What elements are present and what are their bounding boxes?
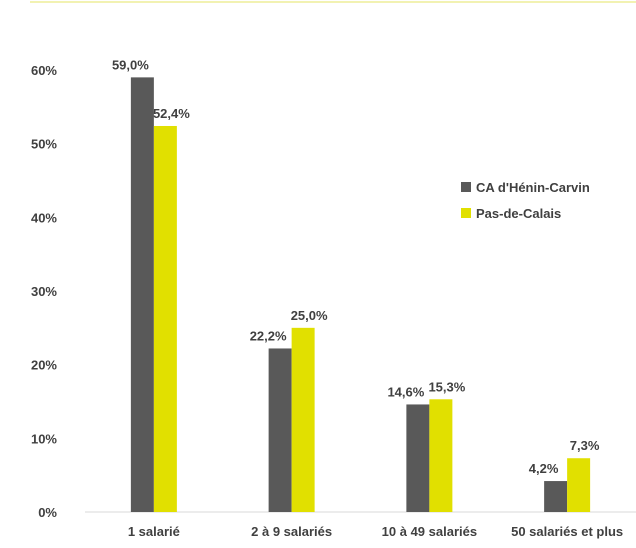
data-label: 25,0% [291,308,328,323]
bar-pdc [291,327,315,512]
y-tick-label: 40% [31,210,57,225]
x-tick-label: 2 à 9 salariés [251,524,332,539]
bar-pdc [567,458,591,512]
x-tick-label: 50 salariés et plus [511,524,623,539]
x-tick-label: 10 à 49 salariés [382,524,477,539]
data-labels: 59,0% 52,4% 22,2% 25,0% 14,6% 15,3% 4,2% 7,3% [112,57,600,476]
bar-hc [544,481,568,512]
legend-label: CA d'Hénin-Carvin [476,180,590,195]
bar-hc [268,348,292,512]
y-tick-label: 10% [31,431,57,446]
y-tick-label: 60% [31,63,57,78]
data-label: 7,3% [570,438,600,453]
y-axis: 0% 10% 20% 30% 40% 50% 60% [31,63,57,520]
x-axis: 1 salarié 2 à 9 salariés 10 à 49 salariés 5… [128,524,623,539]
bar-pdc [153,125,177,512]
y-tick-label: 50% [31,137,57,152]
data-label: 15,3% [428,379,465,394]
legend-swatch [461,208,471,218]
bar-hc [130,77,154,512]
data-label: 22,2% [250,328,287,343]
legend-swatch [461,182,471,192]
y-tick-label: 0% [38,505,57,520]
y-tick-label: 30% [31,284,57,299]
data-label: 4,2% [529,461,559,476]
x-tick-label: 1 salarié [128,524,180,539]
bars [130,77,591,512]
data-label: 52,4% [153,106,190,121]
data-label: 14,6% [387,384,424,399]
y-tick-label: 20% [31,358,57,373]
bar-hc [406,404,430,512]
legend-label: Pas-de-Calais [476,206,561,221]
bar-pdc [429,399,453,512]
legend: CA d'Hénin-Carvin Pas-de-Calais [461,180,590,221]
data-label: 59,0% [112,57,149,72]
